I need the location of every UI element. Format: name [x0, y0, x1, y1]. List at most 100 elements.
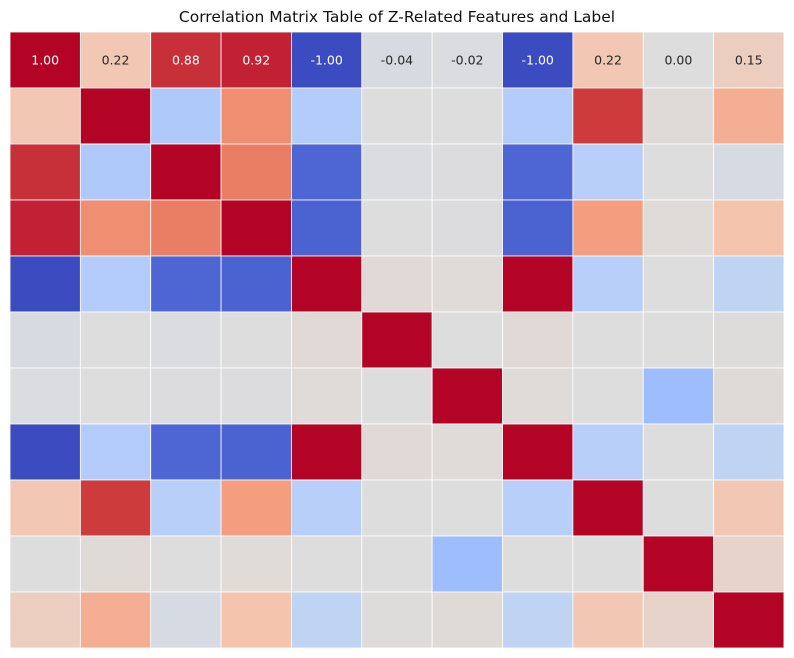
heatmap-cell	[713, 87, 785, 145]
heatmap-cell	[79, 199, 152, 257]
heatmap-cell	[150, 255, 222, 313]
heatmap-cell	[361, 87, 433, 145]
heatmap-cell	[9, 591, 81, 649]
heatmap-cell	[79, 591, 152, 649]
heatmap-cell	[431, 423, 503, 481]
heatmap-cell	[502, 535, 574, 593]
heatmap-cell	[502, 311, 574, 369]
heatmap-cell	[361, 591, 433, 649]
heatmap-cell	[431, 479, 503, 537]
heatmap-cell	[502, 143, 574, 201]
heatmap-cell	[79, 367, 152, 425]
heatmap-cell	[9, 535, 81, 593]
heatmap-cell	[361, 535, 433, 593]
heatmap-cell	[361, 31, 433, 89]
heatmap-cell	[642, 255, 714, 313]
heatmap-cell	[502, 255, 574, 313]
heatmap-cell	[431, 31, 503, 89]
heatmap-cell	[150, 143, 222, 201]
heatmap-cell	[220, 143, 292, 201]
heatmap-cell	[291, 31, 363, 89]
heatmap-cell	[431, 255, 503, 313]
heatmap-cell	[572, 423, 644, 481]
heatmap-cell	[713, 479, 785, 537]
heatmap-cell	[361, 199, 433, 257]
heatmap-cell	[502, 199, 574, 257]
heatmap-cell	[79, 311, 152, 369]
heatmap-cell	[713, 423, 785, 481]
heatmap-cell	[291, 143, 363, 201]
heatmap-cell	[9, 143, 81, 201]
heatmap-cell	[291, 591, 363, 649]
heatmap-cell	[291, 423, 363, 481]
cell-value-label: 0.00	[664, 53, 692, 68]
heatmap-cell	[502, 591, 574, 649]
heatmap-cell	[431, 87, 503, 145]
cell-value-label: 0.22	[102, 53, 130, 68]
chart-title: Correlation Matrix Table of Z-Related Fe…	[178, 8, 616, 26]
heatmap-cell	[361, 311, 433, 369]
heatmap-cell	[150, 87, 222, 145]
cell-value-label: 0.92	[242, 53, 270, 68]
heatmap-cell	[642, 143, 714, 201]
heatmap-cell	[150, 479, 222, 537]
heatmap-cell	[642, 199, 714, 257]
heatmap-cell	[361, 143, 433, 201]
heatmap-cell	[150, 199, 222, 257]
cell-value-label: -1.00	[310, 53, 342, 68]
heatmap-cell	[79, 535, 152, 593]
cell-value-label: 0.88	[172, 53, 200, 68]
heatmap-cell	[572, 591, 644, 649]
heatmap-cell	[502, 367, 574, 425]
heatmap-cell	[713, 31, 785, 89]
heatmap-cell	[572, 367, 644, 425]
heatmap-cell	[150, 311, 222, 369]
heatmap-cell	[220, 311, 292, 369]
heatmap-cell	[642, 311, 714, 369]
heatmap-cell	[361, 479, 433, 537]
heatmap-cell	[572, 535, 644, 593]
heatmap-cell	[431, 143, 503, 201]
heatmap-cell	[431, 591, 503, 649]
heatmap-cell	[502, 479, 574, 537]
heatmap-cell	[713, 367, 785, 425]
heatmap-cell	[502, 87, 574, 145]
heatmap-cell	[713, 143, 785, 201]
heatmap-cell	[9, 199, 81, 257]
heatmap-cell	[79, 423, 152, 481]
heatmap-cell	[572, 479, 644, 537]
cell-value-label: 0.22	[594, 53, 622, 68]
heatmap-cell	[431, 311, 503, 369]
heatmap-cell	[150, 535, 222, 593]
heatmap-cell	[642, 535, 714, 593]
heatmap-cell	[79, 255, 152, 313]
heatmap-cell	[150, 367, 222, 425]
heatmap-cell	[572, 311, 644, 369]
cell-value-label: 0.15	[735, 53, 763, 68]
heatmap-cell	[361, 255, 433, 313]
heatmap-cell	[9, 479, 81, 537]
heatmap-cell	[572, 255, 644, 313]
heatmap-cell	[642, 479, 714, 537]
heatmap-cell	[291, 367, 363, 425]
heatmap-cell	[572, 87, 644, 145]
heatmap-cell	[9, 255, 81, 313]
cell-value-label: -1.00	[522, 53, 554, 68]
heatmap-cell	[713, 311, 785, 369]
heatmap-cell	[642, 367, 714, 425]
heatmap-cell	[150, 423, 222, 481]
heatmap-cell	[220, 87, 292, 145]
heatmap-cell	[220, 479, 292, 537]
heatmap-cell	[79, 87, 152, 145]
heatmap-cell	[291, 255, 363, 313]
heatmap-cell	[431, 199, 503, 257]
heatmap-cell	[431, 535, 503, 593]
heatmap-cell	[713, 199, 785, 257]
heatmap-cell	[220, 423, 292, 481]
heatmap-cell	[220, 199, 292, 257]
heatmap-cell	[713, 255, 785, 313]
heatmap-cell	[361, 367, 433, 425]
heatmap-cell	[713, 535, 785, 593]
heatmap-cell	[291, 535, 363, 593]
heatmap-cell	[502, 423, 574, 481]
